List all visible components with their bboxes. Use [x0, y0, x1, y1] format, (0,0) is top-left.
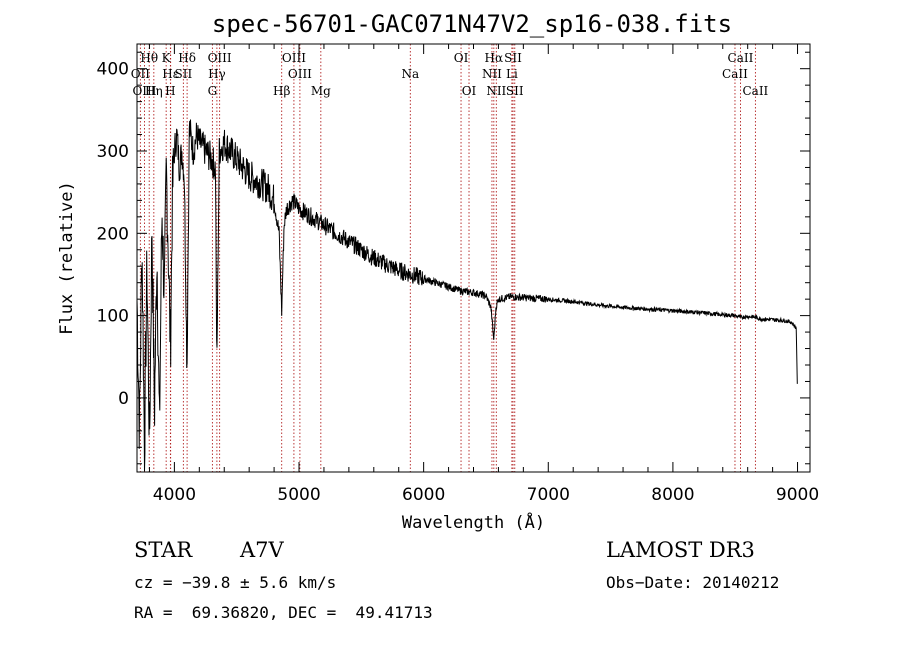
x-tick-label: 7000 — [527, 485, 570, 505]
y-tick-label: 300 — [97, 142, 129, 162]
line-label: OIII — [288, 67, 312, 81]
line-label: OII — [131, 67, 151, 81]
line-markers — [139, 44, 756, 472]
line-label: Hβ — [273, 84, 290, 98]
x-tick-label: 6000 — [402, 485, 445, 505]
chart-title: spec-56701-GAC071N47V2_sp16-038.fits — [212, 10, 732, 38]
object-subclass: A7V — [240, 538, 284, 562]
object-class: STAR — [134, 538, 193, 562]
line-label: SII — [506, 84, 524, 98]
x-tick-label: 4000 — [153, 485, 196, 505]
line-label: CaII — [742, 84, 768, 98]
line-label: K — [162, 51, 172, 65]
x-tick-label: 8000 — [651, 485, 694, 505]
line-label: H — [165, 84, 175, 98]
line-label: CaII — [722, 67, 748, 81]
y-tick-label: 100 — [97, 307, 129, 327]
line-label: OIII — [208, 51, 232, 65]
line-label: Hη — [145, 84, 163, 98]
line-label: OI — [454, 51, 469, 65]
line-label: Na — [401, 67, 419, 81]
line-label: NII — [482, 67, 502, 81]
x-tick-label: 9000 — [776, 485, 819, 505]
line-label: Hθ — [140, 51, 158, 65]
line-label: SII — [175, 67, 193, 81]
line-label: G — [208, 84, 218, 98]
x-tick-label: 5000 — [277, 485, 320, 505]
line-label: Hα — [485, 51, 504, 65]
line-label: Hγ — [208, 67, 226, 81]
spectrum-line — [136, 119, 798, 472]
coordinates: RA = 69.36820, DEC = 49.41713 — [134, 603, 433, 622]
line-label: OIII — [282, 51, 306, 65]
survey-name: LAMOST DR3 — [606, 538, 755, 562]
y-tick-label: 0 — [118, 389, 129, 409]
y-axis-label: Flux (relative) — [57, 181, 77, 335]
x-axis-label: Wavelength (Å) — [402, 511, 545, 533]
line-label: CaII — [728, 51, 754, 65]
line-label: Li — [506, 67, 518, 81]
y-tick-label: 400 — [97, 60, 129, 80]
redshift-value: cz = −39.8 ± 5.6 km/s — [134, 573, 337, 592]
axis-ticks: 4000 5000 6000 7000 8000 9000 0 100 200 300 400 — [97, 44, 819, 505]
line-label: Mg — [311, 84, 331, 98]
line-label: NII — [486, 84, 506, 98]
line-label: OIII — [132, 84, 156, 98]
line-label: Hδ — [178, 51, 196, 65]
line-label: OI — [462, 84, 477, 98]
line-label: Hε — [162, 67, 179, 81]
spectrum-trace — [136, 119, 798, 472]
y-tick-label: 200 — [97, 224, 129, 244]
observation-date: Obs−Date: 20140212 — [606, 573, 780, 592]
plot-frame — [136, 43, 811, 473]
line-label: SII — [504, 51, 522, 65]
